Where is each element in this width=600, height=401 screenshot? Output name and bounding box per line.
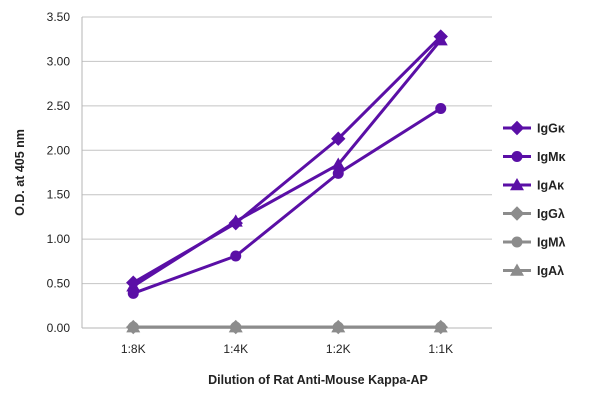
legend-item: IgGκ: [503, 120, 565, 136]
legend-item: IgMλ: [503, 236, 566, 250]
y-tick-label: 1.50: [47, 188, 71, 202]
grid-lines: [81, 16, 492, 329]
legend-label: IgMλ: [537, 236, 566, 250]
legend-label: IgGλ: [537, 207, 565, 221]
data-point: [435, 103, 447, 115]
legend-label: IgAκ: [537, 179, 564, 193]
legend-item: IgAλ: [503, 263, 564, 278]
data-point: [228, 215, 243, 231]
y-tick-label: 0.50: [47, 277, 71, 291]
data-point: [332, 167, 344, 179]
x-tick-label: 1:2K: [326, 342, 351, 356]
series-line: [132, 39, 442, 288]
data-point: [228, 319, 243, 335]
legend-label: IgGκ: [537, 122, 565, 136]
legend-item: IgAκ: [503, 178, 564, 193]
y-tick-label: 2.50: [47, 99, 71, 113]
data-point: [511, 151, 523, 162]
data-point: [331, 319, 346, 335]
y-tick-label: 0.00: [47, 321, 71, 335]
y-tick-label: 3.50: [47, 10, 71, 24]
data-point: [509, 120, 525, 136]
data-point: [331, 131, 346, 146]
series-2: [127, 103, 447, 299]
series-layer: [126, 29, 448, 335]
series-line: [132, 35, 442, 284]
data-point: [230, 250, 242, 262]
data-point: [331, 157, 346, 170]
data-point: [433, 29, 448, 44]
legend-label: IgMκ: [537, 150, 566, 164]
x-tick-label: 1:8K: [121, 342, 146, 356]
x-tick-label: 1:1K: [428, 342, 453, 356]
data-point: [510, 178, 524, 191]
legend-item: IgGλ: [503, 206, 565, 221]
x-axis-title: Dilution of Rat Anti-Mouse Kappa-AP: [208, 373, 428, 387]
data-point: [433, 319, 448, 335]
x-tick-label: 1:4K: [223, 342, 248, 356]
data-point: [509, 206, 525, 221]
legend-label: IgAλ: [537, 264, 564, 278]
series-1: [126, 29, 448, 290]
series-4: [126, 319, 448, 335]
legend-item: IgMκ: [503, 150, 566, 164]
x-tick-labels: 1:8K 1:4K 1:2K 1:1K: [121, 342, 453, 356]
data-point: [126, 275, 141, 290]
data-point: [511, 236, 523, 248]
y-axis-title: O.D. at 405 nm: [13, 129, 27, 216]
y-tick-labels: 0.00 0.50 1.00 1.50 2.00 2.50 3.00 3.50: [47, 10, 71, 335]
legend: IgGκ IgMκ IgAκ IgGλ IgMλ IgAλ: [503, 120, 566, 278]
data-point: [127, 287, 139, 299]
y-tick-label: 3.00: [47, 54, 71, 68]
y-tick-label: 1.00: [47, 232, 71, 246]
y-tick-label: 2.00: [47, 143, 71, 157]
data-point: [510, 263, 524, 276]
series-3: [126, 33, 448, 292]
series-line: [132, 107, 442, 295]
data-point: [126, 319, 141, 335]
